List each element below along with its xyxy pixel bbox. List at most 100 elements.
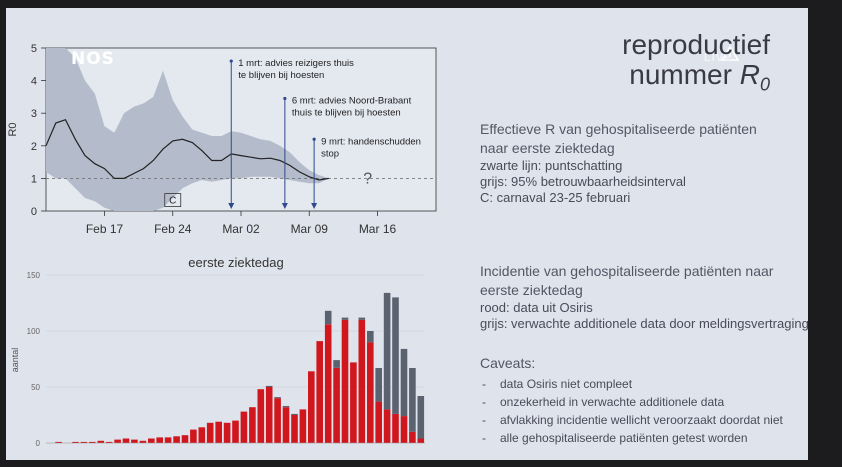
- bar-osiris: [198, 427, 206, 443]
- bar-osiris: [232, 420, 239, 443]
- annotation-arrowhead: [281, 203, 288, 209]
- incidence-y-tick-label: 150: [27, 271, 41, 280]
- bar-expected-additional: [333, 360, 340, 368]
- bar-osiris: [122, 438, 130, 443]
- bar-osiris: [97, 440, 105, 443]
- r-y-tick-label: 0: [31, 206, 37, 218]
- r-heading-line2: naar eerste ziektedag: [480, 140, 615, 156]
- bar-osiris: [400, 416, 408, 443]
- bar-osiris: [265, 387, 273, 443]
- bar-expected-additional: [375, 368, 382, 402]
- live-label: LIVE: [704, 52, 733, 64]
- bar-osiris: [367, 342, 374, 443]
- incidence-y-tick-label: 100: [27, 327, 41, 336]
- bar-osiris: [55, 441, 62, 443]
- carnaval-marker: C: [169, 196, 176, 207]
- r-x-tick-label: Feb 24: [154, 222, 192, 236]
- slide-title-symbol: R: [739, 59, 760, 90]
- bar-osiris: [249, 407, 256, 443]
- slide-title: reproductief nummer R0: [622, 30, 770, 100]
- r-estimate-line: [45, 118, 329, 181]
- r-x-tick-label: Feb 17: [86, 222, 124, 236]
- bar-osiris: [350, 362, 357, 443]
- bar-osiris: [417, 438, 425, 443]
- bar-expected-additional: [274, 397, 281, 399]
- incidence-y-tick-label: 0: [36, 439, 41, 448]
- live-broadcast-icon: [720, 45, 740, 61]
- annotation-text: thuis te blijven bij hoesten: [292, 108, 401, 119]
- bar-osiris: [190, 429, 197, 443]
- bar-osiris: [72, 441, 79, 443]
- bar-osiris: [105, 441, 113, 443]
- annotation-text: 1 mrt: advies reizigers thuis: [238, 58, 354, 69]
- r-x-tick-label: Mar 16: [359, 222, 397, 236]
- bar-osiris: [375, 401, 382, 443]
- caveats-heading: Caveats:: [480, 355, 536, 371]
- r-legend-line: zwarte lijn: puntschatting: [480, 158, 623, 173]
- bar-osiris: [164, 437, 172, 443]
- incidence-legend-red: rood: data uit Osiris: [480, 300, 593, 315]
- bar-osiris: [139, 440, 147, 443]
- caveats: Caveats: data Osiris niet compleet onzek…: [480, 354, 783, 447]
- bar-osiris: [409, 431, 416, 443]
- incidence-y-label: aantal: [10, 348, 20, 373]
- caveat-item: alle gehospitaliseerde patiënten getest …: [480, 429, 783, 447]
- r-description: Effectieve R van gehospitaliseerde patië…: [480, 120, 757, 206]
- slide-title-line1: reproductief: [622, 29, 770, 60]
- r-y-tick-label: 3: [31, 108, 37, 120]
- r-heading-line1: Effectieve R van gehospitaliseerde patië…: [480, 121, 757, 137]
- annotation-arrowhead: [311, 203, 318, 209]
- carnaval-marker-box: [164, 193, 182, 207]
- bar-expected-additional: [409, 368, 416, 432]
- bar-osiris: [215, 421, 222, 443]
- bar-osiris: [223, 422, 231, 443]
- annotation-text: te blijven bij hoesten: [238, 70, 324, 81]
- bar-osiris: [156, 437, 163, 443]
- r-legend-band: grijs: 95% betrouwbaarheidsinterval: [480, 174, 686, 189]
- bar-osiris: [206, 422, 214, 443]
- slide-title-word: nummer: [629, 59, 732, 90]
- bar-osiris: [114, 439, 121, 443]
- bar-expected-additional: [417, 396, 425, 439]
- bar-expected-additional: [358, 317, 366, 320]
- bar-expected-additional: [291, 413, 298, 415]
- bar-expected-additional: [400, 348, 408, 417]
- nos-logo-text: NOS: [71, 49, 115, 69]
- bar-expected-additional: [392, 297, 399, 414]
- r-y-tick-label: 1: [31, 173, 37, 185]
- r-y-tick-label: 5: [31, 43, 37, 55]
- bar-osiris: [274, 398, 281, 443]
- slide-title-line2: nummer R0: [622, 60, 770, 100]
- r-x-tick-label: Mar 09: [291, 222, 329, 236]
- incidence-y-tick-label: 50: [31, 383, 40, 392]
- bar-osiris: [148, 438, 155, 443]
- bar-osiris: [324, 324, 332, 443]
- r-legend-carnaval: C: carnaval 23-25 februari: [480, 190, 631, 205]
- incidence-heading-line1: Incidentie van gehospitaliseerde patiënt…: [480, 263, 774, 279]
- incidence-chart-title: eerste ziektedag: [188, 255, 283, 270]
- bar-osiris: [316, 341, 323, 443]
- unknown-marker: ?: [363, 170, 372, 187]
- annotation-text: stop: [321, 148, 339, 159]
- incidence-heading-line2: eerste ziektedag: [480, 282, 583, 298]
- bar-osiris: [181, 435, 189, 443]
- bar-osiris: [341, 319, 349, 443]
- annotation-text: 6 mrt: advies Noord-Brabant: [292, 96, 412, 107]
- bar-osiris: [308, 371, 315, 443]
- bar-expected-additional: [383, 292, 391, 410]
- bar-osiris: [282, 407, 290, 443]
- bar-osiris: [131, 439, 138, 443]
- bar-osiris: [333, 368, 340, 443]
- incidence-chart: eerste ziektedag aantal 0 50 100 150: [10, 255, 425, 448]
- bar-expected-additional: [341, 317, 349, 320]
- bar-osiris: [299, 409, 307, 443]
- r-y-tick-label: 2: [31, 141, 37, 153]
- bar-osiris: [240, 411, 248, 443]
- presentation-slide: 1 mrt: advies reizigers thuis te blijven …: [6, 8, 808, 460]
- bar-expected-additional: [265, 385, 273, 387]
- r-x-tick-label: Mar 02: [222, 222, 260, 236]
- incidence-description: Incidentie van gehospitaliseerde patiënt…: [480, 262, 808, 332]
- bar-osiris: [291, 415, 298, 443]
- bar-osiris: [383, 409, 391, 443]
